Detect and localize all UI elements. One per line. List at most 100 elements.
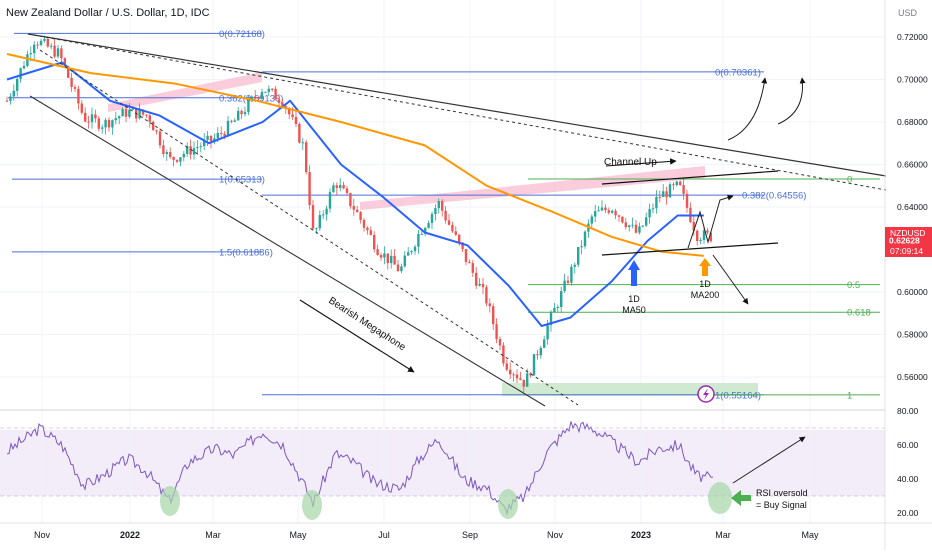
candle-body [260, 91, 264, 99]
candle-body [444, 210, 447, 221]
fib-label: 0(0.70361) [715, 67, 761, 78]
candle-body [376, 249, 379, 256]
candle-body [36, 44, 39, 46]
candle-body [77, 88, 80, 104]
candle-body [379, 255, 383, 258]
candle-body [617, 215, 621, 217]
currency-label: USD [898, 8, 918, 18]
candle-body [628, 225, 631, 228]
candle-body [70, 77, 73, 88]
candle-body [264, 91, 267, 93]
price-badge-countdown: 07:09:14 [890, 246, 923, 256]
megaphone-dashed-upper-line [27, 33, 887, 191]
time-tick-label: May [801, 530, 819, 540]
candle-body [352, 206, 355, 210]
candle-body [12, 90, 15, 97]
candle-body [458, 234, 461, 243]
candle-body [553, 308, 556, 313]
candle-body [298, 123, 301, 143]
candle-body [101, 127, 104, 129]
candle-body [505, 363, 508, 370]
candle-body [315, 228, 318, 230]
price-tick-label: 0.72000 [897, 32, 928, 42]
projection-up-2 [777, 77, 806, 125]
candle-body [390, 255, 393, 264]
candle-body [645, 217, 648, 226]
candle-body [529, 373, 532, 376]
candle-body [90, 114, 94, 123]
time-tick-label: 2023 [631, 530, 651, 540]
candle-body [339, 185, 342, 188]
candle-body [549, 312, 553, 326]
candle-body [209, 135, 213, 142]
candle-body [512, 374, 515, 376]
candle-body [162, 145, 165, 155]
rsi-tick-label: 40.00 [897, 474, 919, 484]
candle-body [216, 132, 219, 139]
chart-title: New Zealand Dollar / U.S. Dollar, 1D, ID… [6, 7, 210, 19]
candle-body [73, 87, 77, 89]
candle-body [682, 185, 685, 194]
candle-body [5, 100, 9, 102]
candle-body [213, 138, 216, 142]
candle-body [407, 252, 410, 256]
candle-body [50, 45, 53, 47]
candle-body [556, 307, 559, 309]
candle-body [658, 196, 661, 198]
candles [5, 35, 712, 393]
candle-body [413, 246, 417, 252]
candle-body [203, 139, 206, 147]
candle-body [672, 184, 675, 186]
candle-body [451, 224, 454, 232]
candle-body [577, 247, 580, 265]
candle-body [604, 207, 607, 211]
candle-body [665, 191, 668, 198]
candle-body [485, 287, 488, 304]
candle-body [63, 58, 66, 67]
candle-body [621, 216, 624, 223]
candle-body [464, 249, 468, 262]
candle-body [111, 120, 114, 128]
candle-body [573, 264, 576, 267]
fib-label: 0(0.72168) [219, 29, 265, 40]
candle-body [220, 132, 223, 134]
rsi-oversold-circle-2 [302, 490, 322, 520]
candle-body [373, 234, 376, 250]
candle-body [447, 220, 451, 225]
candle-body [87, 121, 90, 123]
candle-body [247, 99, 250, 113]
time-tick-label: May [289, 530, 307, 540]
candle-body [461, 242, 464, 250]
candle-body [675, 181, 678, 186]
candle-body [22, 66, 26, 69]
candle-body [26, 54, 29, 67]
candle-body [80, 103, 83, 113]
axes[interactable]: 0.72000 0.70000 0.68000 0.66000 0.64000 0.600… [34, 32, 928, 540]
price-badge-value: 0.62628 [889, 236, 920, 246]
candle-body [94, 114, 97, 119]
candle-body [254, 96, 257, 98]
candle-body [641, 225, 644, 227]
candle-body [359, 212, 362, 220]
support-zone [502, 383, 758, 396]
candle-body [281, 102, 284, 107]
candle-body [454, 231, 457, 235]
candle-body [148, 115, 151, 122]
candle-body [60, 48, 63, 59]
moving-averages [6, 53, 704, 327]
rsi-projection-arrow [732, 436, 806, 484]
candle-body [478, 283, 481, 286]
candle-body [230, 120, 233, 122]
candle-body [311, 205, 315, 229]
candle-body [570, 266, 573, 283]
candle-body [546, 325, 549, 340]
candle-body [468, 261, 471, 264]
ma200-line [6, 53, 704, 257]
candle-body [655, 196, 658, 209]
megaphone-arrow [299, 299, 415, 373]
candle-body [158, 131, 162, 146]
candle-body [29, 53, 32, 55]
candle-body [226, 120, 230, 136]
